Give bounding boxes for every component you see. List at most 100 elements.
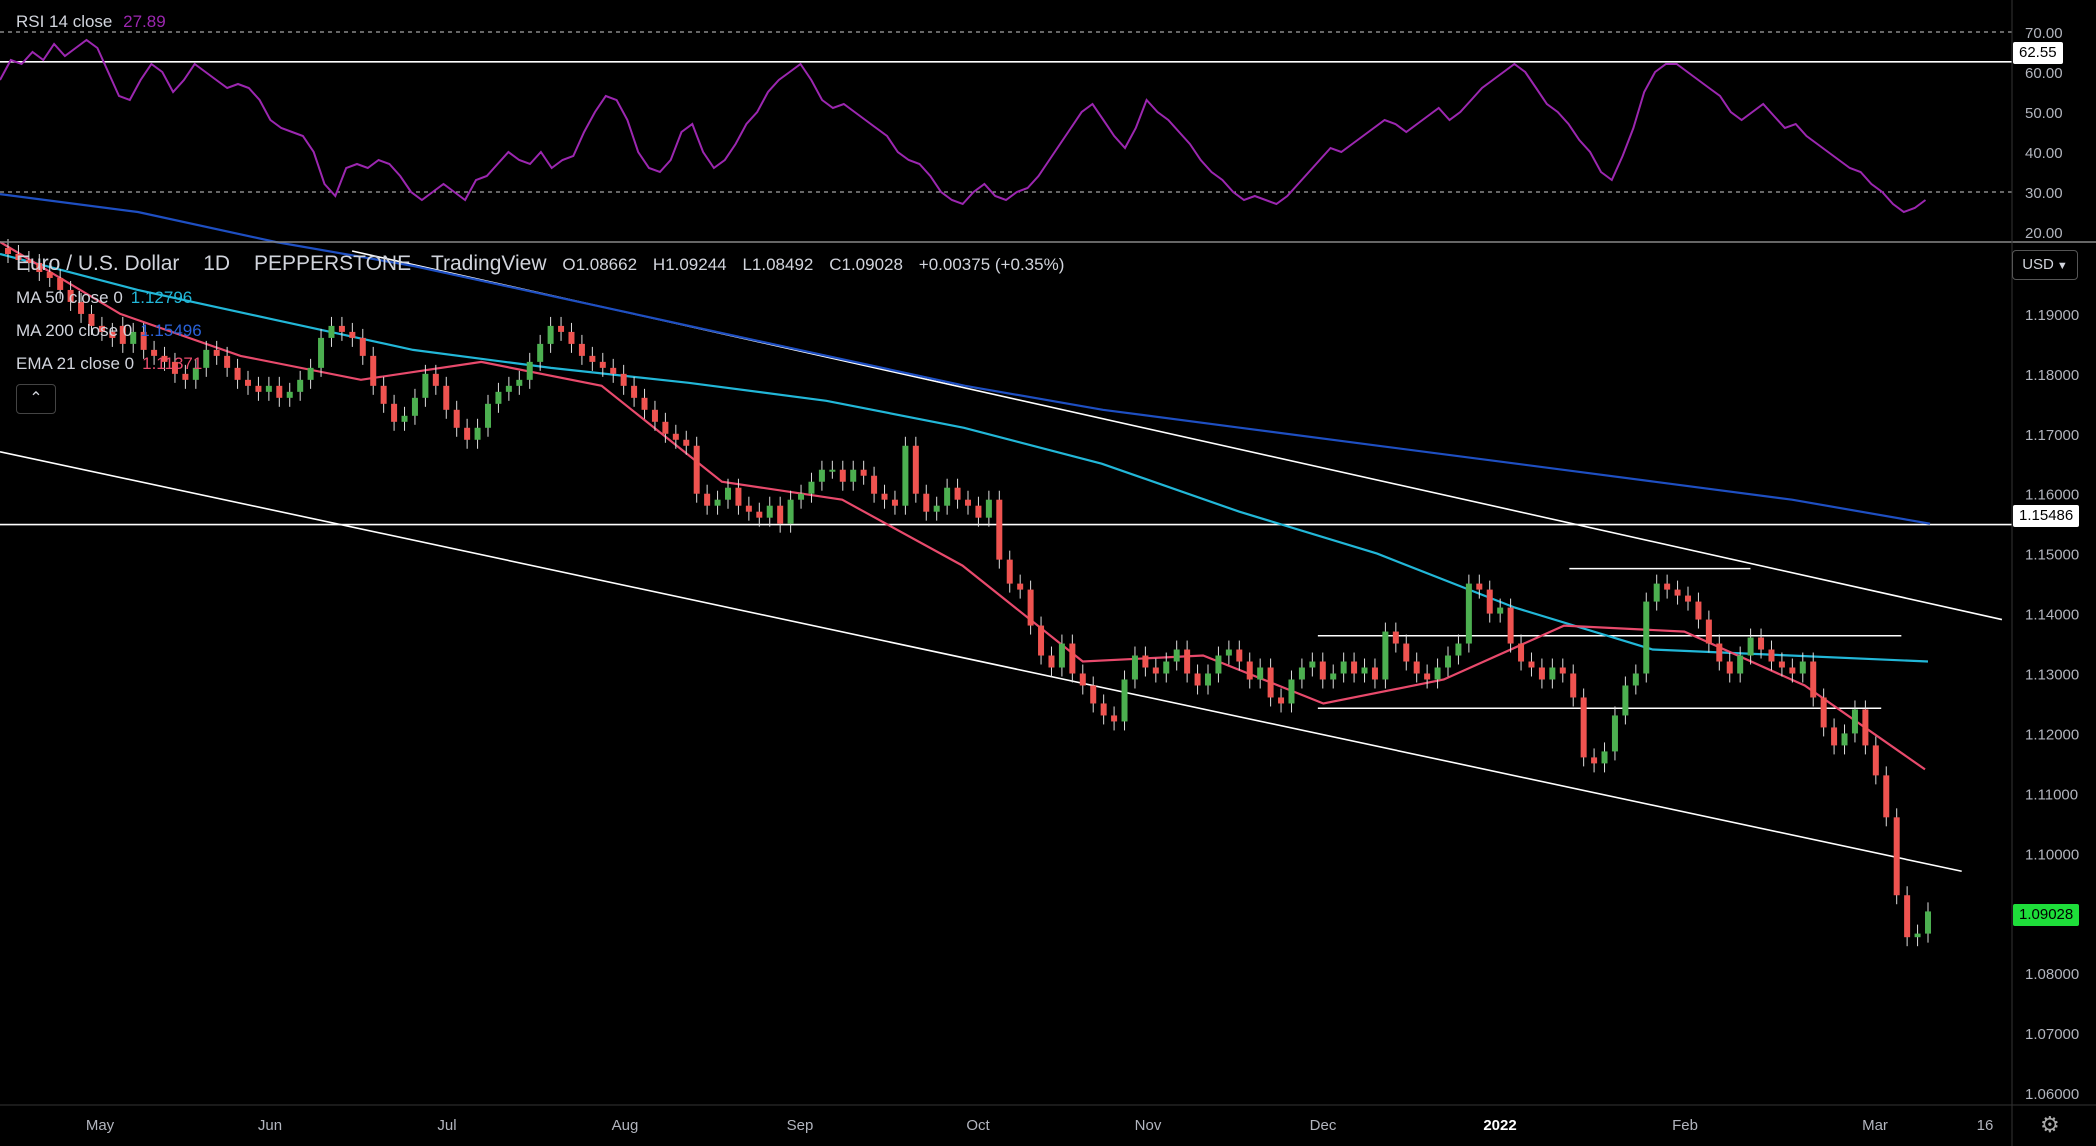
candle-body-50 [526,361,533,380]
candle-body-166 [1737,655,1744,674]
candle-body-127 [1330,673,1337,680]
candle-body-170 [1778,661,1785,668]
candle-body-178 [1862,709,1869,746]
ohlc-low: L1.08492 [742,255,814,274]
candle-body-135 [1413,661,1420,674]
price-tick-label-3: 1.16000 [2025,487,2079,504]
interval: 1D [203,252,231,275]
candle-body-177 [1851,709,1858,734]
time-tick-label-7: Dec [1310,1117,1337,1134]
candle-body-162 [1695,601,1702,620]
candle-body-180 [1883,775,1890,818]
time-tick-label-10: Mar [1862,1117,1888,1134]
candle-body-62 [651,409,658,422]
candle-body-131 [1371,667,1378,680]
time-tick-label-0: May [86,1117,115,1134]
candle-body-49 [516,379,523,386]
candle-body-31 [328,325,335,338]
candle-body-112 [1173,649,1180,662]
candle-body-42 [443,385,450,410]
candle-body-136 [1424,673,1431,680]
candle-body-109 [1142,655,1149,668]
candle-body-120 [1257,667,1264,680]
candle-body-176 [1841,733,1848,746]
candle-body-99 [1038,625,1045,656]
candle-body-141 [1476,583,1483,590]
candle-body-55 [578,343,585,356]
candle-body-97 [1017,583,1024,590]
candle-body-67 [704,493,711,506]
time-tick-label-2: Jul [437,1117,456,1134]
rsi-tick-label-5: 20.00 [2025,225,2063,242]
currency-selector[interactable]: USD ▼ [2012,250,2078,280]
candle-body-46 [485,403,491,428]
candle-body-150 [1570,673,1577,698]
candle-body-86 [902,445,909,506]
last-price-badge: 1.09028 [2013,904,2080,926]
candle-body-175 [1831,727,1838,746]
candle-body-154 [1611,715,1618,752]
ma50-line [0,252,1929,663]
candle-body-102 [1069,643,1076,674]
ma200-legend[interactable]: MA 200 close 0 1.15496 [16,321,202,341]
candle-body-72 [756,511,763,518]
candle-body-113 [1184,649,1191,674]
candle-body-184 [1925,911,1931,934]
ohlc-high: H1.09244 [652,255,727,274]
candle-body-95 [996,499,1003,560]
support-level-badge: 1.15486 [2013,505,2080,527]
price-tick-label-13: 1.06000 [2025,1086,2079,1103]
candle-body-106 [1111,715,1118,722]
candle-body-47 [495,391,502,404]
ema21-legend[interactable]: EMA 21 close 0 1.11371 [16,354,202,374]
rsi-current-value: 27.89 [123,12,166,31]
candle-body-7 [78,301,85,314]
candle-body-45 [474,427,481,440]
candle-body-165 [1726,661,1733,674]
candle-body-107 [1121,679,1128,722]
ma50-name: MA 50 close 0 [16,288,123,307]
candle-body-32 [338,325,345,332]
candle-body-183 [1914,933,1921,938]
candle-body-115 [1205,673,1211,686]
candle-body-0 [5,247,11,254]
candle-body-146 [1528,661,1535,668]
candle-body-148 [1549,667,1556,680]
ma200-line [0,193,1931,525]
collapse-legend-button[interactable]: ⌃ [16,384,56,414]
candle-body-126 [1319,661,1326,680]
price-tick-label-6: 1.13000 [2025,667,2079,684]
ma50-value: 1.12796 [130,288,193,307]
candle-body-37 [391,403,398,422]
time-tick-label-6: Nov [1135,1117,1162,1134]
candle-body-117 [1225,649,1232,656]
candle-body-14 [151,349,158,356]
candle-body-108 [1131,655,1138,680]
candle-body-125 [1309,661,1316,668]
candle-body-21 [224,355,231,368]
candle-body-51 [537,343,544,362]
price-tick-label-5: 1.14000 [2025,607,2079,624]
candle-body-18 [192,367,199,380]
ma50-legend[interactable]: MA 50 close 0 1.12796 [16,288,192,308]
price-tick-label-7: 1.12000 [2025,726,2079,743]
candle-body-168 [1758,637,1765,650]
candle-body-78 [818,469,825,482]
candle-body-179 [1872,745,1879,776]
rsi-legend: RSI 14 close 27.89 [16,12,166,32]
candle-body-169 [1768,649,1775,662]
price-pane [0,193,2012,947]
candle-body-171 [1789,667,1796,674]
candle-body-24 [255,385,262,392]
gear-icon[interactable]: ⚙ [2040,1112,2060,1137]
candle-body-63 [662,421,669,434]
candle-body-48 [505,385,512,392]
source: TradingView [430,252,547,275]
candle-body-128 [1340,661,1347,674]
candle-body-22 [234,367,241,380]
candle-body-164 [1716,643,1723,662]
time-tick-label-5: Oct [966,1117,990,1134]
candle-body-85 [891,499,898,506]
candle-body-56 [589,355,596,362]
